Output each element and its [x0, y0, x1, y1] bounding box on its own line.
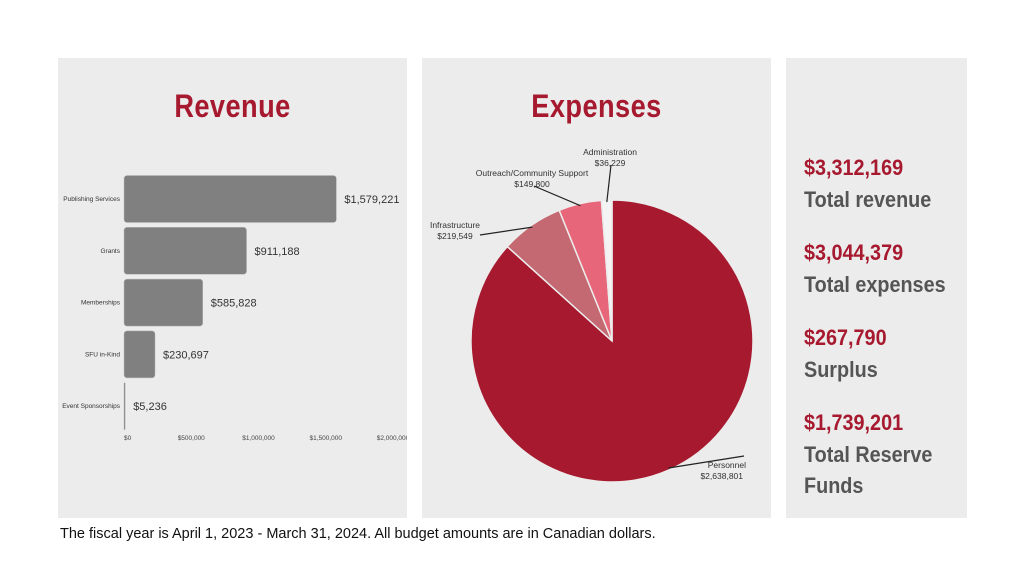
- reserve-funds-label: Total Reserve Funds: [804, 442, 933, 498]
- bar-event-sponsorships: [123, 382, 126, 430]
- total-revenue-value: $3,312,169: [804, 155, 904, 180]
- summary-panel: $3,312,169 Total revenue $3,044,379 Tota…: [786, 58, 967, 518]
- leader-line: [668, 455, 745, 469]
- slice-label: Outreach/Community Support: [476, 168, 589, 178]
- category-label: Event Sponsorships: [62, 403, 121, 410]
- bar-sfu-in-kind: [123, 330, 156, 379]
- slice-value: $2,638,801: [700, 471, 743, 481]
- reserve-funds-value: $1,739,201: [804, 410, 904, 435]
- surplus-value: $267,790: [804, 325, 887, 350]
- slice-value: $36,229: [595, 158, 626, 168]
- x-tick-label: $500,000: [178, 435, 205, 442]
- total-expenses-label: Total expenses: [804, 272, 946, 297]
- x-tick-label: $1,000,000: [242, 435, 275, 442]
- bar-publishing-services: [123, 175, 337, 223]
- data-label: $230,697: [163, 349, 209, 361]
- bar-grants: [123, 227, 247, 275]
- data-label: $1,579,221: [344, 194, 399, 206]
- x-tick-label: $2,000,000: [377, 435, 407, 442]
- total-revenue-label: Total revenue: [804, 187, 932, 212]
- footer-note: The fiscal year is April 1, 2023 - March…: [60, 526, 656, 542]
- data-label: $5,236: [133, 401, 167, 413]
- leader-line: [606, 164, 612, 203]
- category-label: Publishing Services: [63, 196, 120, 203]
- x-tick-label: $0: [124, 435, 132, 442]
- revenue-panel: Revenue Publishing Services $1,579,221 Gra…: [58, 58, 407, 518]
- revenue-title: Revenue: [174, 88, 291, 124]
- slice-label: Administration: [583, 147, 637, 157]
- category-label: Grants: [100, 248, 120, 255]
- leader-line: [479, 226, 533, 236]
- revenue-bar-chart: Publishing Services $1,579,221 Grants $911,…: [62, 175, 407, 442]
- total-expenses-value: $3,044,379: [804, 240, 904, 265]
- category-label: SFU in-Kind: [85, 351, 120, 358]
- slice-label: Infrastructure: [430, 220, 480, 230]
- bar-memberships: [123, 278, 204, 327]
- expenses-title: Expenses: [531, 88, 662, 124]
- slice-value: $149,800: [514, 179, 550, 189]
- leader-line: [533, 185, 581, 207]
- slice-value: $219,549: [437, 231, 473, 241]
- slice-label: Personnel: [708, 460, 746, 470]
- expenses-pie-chart: Personnel$2,638,801 Infrastructure$219,54…: [430, 147, 754, 483]
- surplus-label: Surplus: [804, 357, 878, 382]
- category-label: Memberships: [81, 300, 121, 307]
- x-tick-label: $1,500,000: [309, 435, 342, 442]
- data-label: $911,188: [255, 246, 300, 258]
- expenses-panel: Expenses Personnel $2,638,801 Infrastructu…: [422, 58, 771, 518]
- data-label: $585,828: [211, 298, 257, 310]
